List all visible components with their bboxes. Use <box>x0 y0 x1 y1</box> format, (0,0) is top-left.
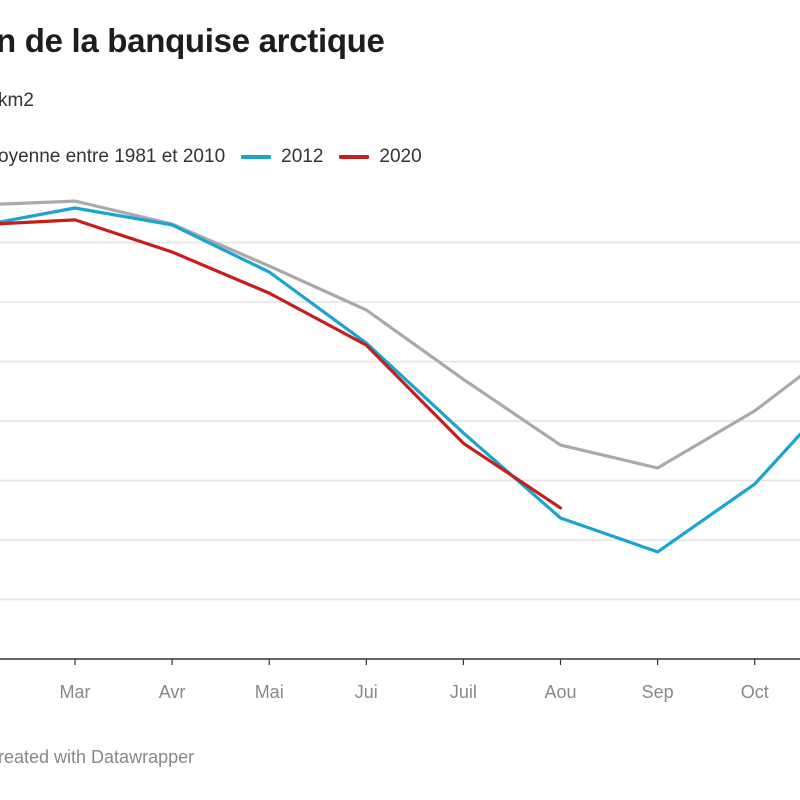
legend-item-2020: 2020 <box>339 146 422 168</box>
footer-credit: reated with Datawrapper <box>0 747 195 767</box>
x-tick-label: Oct <box>741 682 769 702</box>
legend-swatch-2020 <box>339 155 370 159</box>
legend-label-average: oyenne entre 1981 et 2010 <box>0 146 226 167</box>
series-line-average <box>0 199 800 470</box>
x-tick-label: Juil <box>450 682 477 702</box>
legend-label-2020: 2020 <box>379 146 422 167</box>
series-line-2020 <box>0 218 563 510</box>
x-tick-label: Jui <box>355 682 378 702</box>
x-tick-label: Sep <box>642 682 674 702</box>
legend-swatch-2012 <box>241 155 272 159</box>
chart-title: n de la banquise arctique <box>0 22 385 59</box>
legend-label-2012: 2012 <box>281 146 324 167</box>
x-tick-label: Mai <box>255 682 284 702</box>
series-line-2012 <box>0 206 800 554</box>
chart-subtitle: km2 <box>0 90 34 111</box>
x-tick-label: Avr <box>159 682 186 702</box>
legend-item-average: oyenne entre 1981 et 2010 <box>0 146 225 168</box>
legend: oyenne entre 1981 et 2010 2012 2020 <box>0 146 438 168</box>
x-tick-label: Mar <box>60 682 91 702</box>
legend-item-2012: 2012 <box>241 146 323 168</box>
x-tick-label: Aou <box>544 682 576 702</box>
